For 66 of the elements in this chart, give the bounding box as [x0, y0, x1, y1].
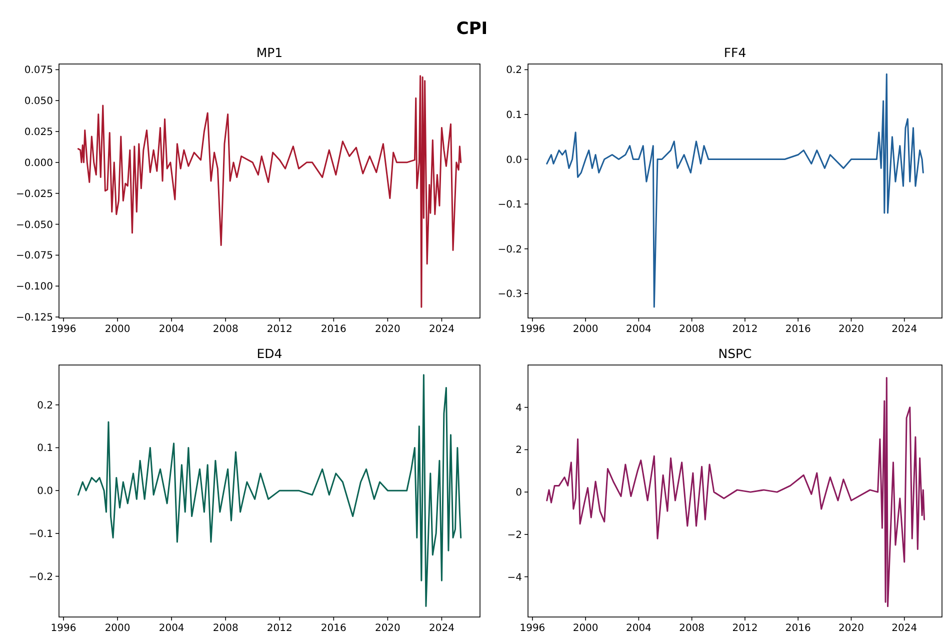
y-tick-label: 2 [516, 445, 522, 456]
y-tick-label: −2 [507, 530, 522, 541]
x-tick-label: 1996 [520, 324, 546, 335]
x-tick-label: 2024 [892, 324, 918, 335]
x-tick-label: 2000 [104, 324, 130, 335]
y-tick-label: 0.075 [24, 65, 53, 76]
y-tick-label: 0.025 [24, 127, 53, 138]
x-tick-label: 2004 [626, 623, 652, 634]
y-tick-label: −0.125 [16, 312, 53, 324]
x-tick-label: 2004 [158, 623, 184, 634]
y-tick-label: 0.000 [24, 158, 53, 169]
x-tick-label: 1996 [520, 623, 546, 634]
x-tick-label: 2000 [572, 623, 598, 634]
y-tick-label: 0.1 [506, 110, 522, 121]
y-tick-label: −0.100 [16, 282, 53, 293]
x-tick-label: 2000 [572, 324, 598, 335]
y-tick-label: −0.2 [498, 244, 522, 256]
y-tick-label: 0.050 [24, 96, 53, 108]
y-tick-label: 0.0 [506, 154, 522, 166]
x-tick-label: 2020 [374, 324, 400, 335]
x-tick-label: 2012 [732, 324, 758, 335]
y-tick-label: −0.075 [16, 250, 53, 262]
y-tick-label: −0.3 [498, 289, 522, 300]
x-tick-label: 2004 [158, 324, 184, 335]
x-tick-label: 2024 [892, 623, 918, 634]
x-tick-label: 2004 [626, 324, 652, 335]
x-tick-label: 2008 [679, 324, 705, 335]
x-tick-label: 1996 [50, 623, 76, 634]
text: CPI [456, 19, 488, 39]
line-series [546, 376, 926, 608]
y-tick-label: 0.0 [37, 486, 53, 498]
x-tick-label: 2008 [212, 324, 238, 335]
y-tick-label: 0.1 [37, 443, 53, 454]
x-tick-label: 2016 [785, 623, 811, 634]
x-tick-label: 2020 [838, 324, 864, 335]
x-tick-label: 2012 [732, 623, 758, 634]
x-tick-label: 1996 [50, 324, 76, 335]
y-tick-label: −0.025 [16, 188, 53, 200]
chart-title: FF4 [724, 45, 746, 60]
y-tick-label: 0.2 [37, 400, 53, 412]
line-series [546, 73, 924, 308]
line-series [77, 374, 462, 608]
x-tick-label: 2008 [679, 623, 705, 634]
chart-title: ED4 [256, 346, 282, 361]
chart-title: NSPC [718, 346, 752, 361]
x-tick-label: 2012 [266, 324, 292, 335]
x-tick-label: 2016 [785, 324, 811, 335]
x-tick-label: 2008 [212, 623, 238, 634]
y-tick-label: −4 [507, 572, 522, 584]
y-tick-label: 0 [516, 488, 522, 499]
chart-title: MP1 [256, 45, 283, 60]
y-tick-label: −0.050 [16, 220, 53, 231]
x-tick-label: 2024 [428, 324, 454, 335]
y-tick-label: 4 [516, 402, 522, 414]
y-tick-label: 0.2 [506, 65, 522, 76]
y-tick-label: −0.1 [498, 200, 522, 211]
line-series [77, 75, 462, 308]
y-tick-label: −0.2 [28, 572, 53, 583]
x-tick-label: 2020 [838, 623, 864, 634]
x-tick-label: 2012 [266, 623, 292, 634]
x-tick-label: 2020 [374, 623, 400, 634]
y-tick-label: −0.1 [28, 528, 53, 540]
x-tick-label: 2024 [428, 623, 454, 634]
x-tick-label: 2000 [104, 623, 130, 634]
x-tick-label: 2016 [320, 324, 346, 335]
x-tick-label: 2016 [320, 623, 346, 634]
